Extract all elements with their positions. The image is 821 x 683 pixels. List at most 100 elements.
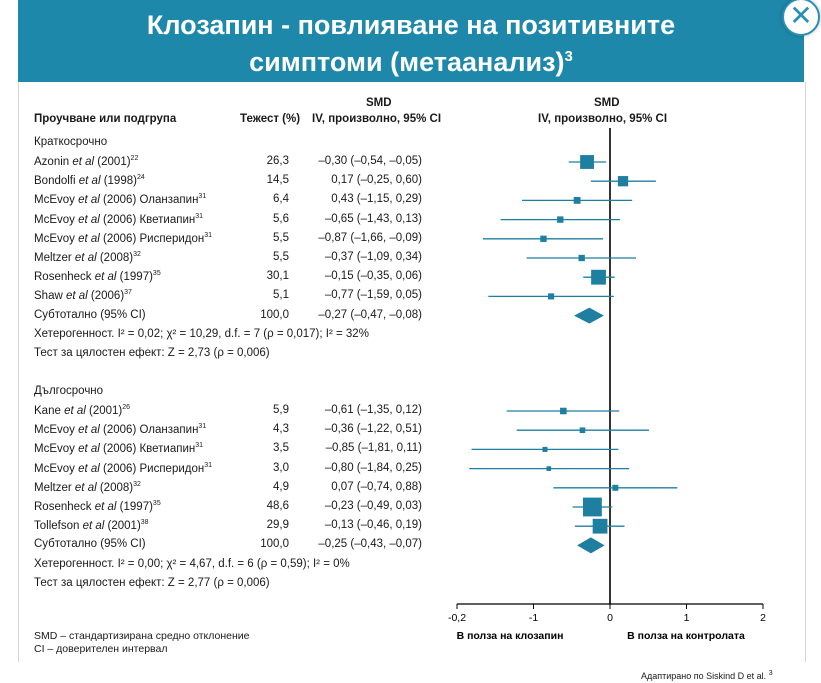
study-citation: 31 <box>204 461 213 469</box>
study-detail: (2001) <box>85 404 123 417</box>
study-name: Meltzer et al (2008)32 <box>34 251 141 264</box>
study-weight: 4,3 <box>273 423 289 436</box>
study-detail: (2001) <box>94 155 131 168</box>
study-name: Rosenheck et al (1997)35 <box>34 270 161 283</box>
title-line-2-text: симптоми (метаанализ) <box>249 47 565 77</box>
study-author: Meltzer <box>34 481 75 494</box>
subtotal-ci: –0,25 (–0,43, –0,07) <box>318 538 422 551</box>
subgroup-label: Краткосрочно <box>34 136 108 148</box>
heterogeneity-stats: Хетерогенност. I² = 0,00; χ² = 4,67, d.f… <box>34 557 350 570</box>
et-al: et al <box>78 232 100 245</box>
study-weight: 5,9 <box>273 404 289 416</box>
study-author: McEvoy <box>34 443 79 456</box>
study-weight: 5,5 <box>273 251 289 263</box>
title-banner: Клозапин - повлияване на позитивните сим… <box>18 0 804 82</box>
x-label-favours-control: В полза на контролата <box>627 630 745 642</box>
heterogeneity-stats: Хетерогенност. I² = 0,02; χ² = 10,29, d.… <box>34 327 369 340</box>
study-author: McEvoy <box>34 462 79 475</box>
study-ci: –0,15 (–0,35, 0,06) <box>324 270 422 283</box>
subtotal-diamond <box>574 307 604 324</box>
study-citation: 32 <box>133 251 141 258</box>
study-name: McEvoy et al (2006) Оланзапин31 <box>34 193 206 206</box>
study-ci: –0,61 (–1,35, 0,12) <box>324 404 422 416</box>
study-author: McEvoy <box>34 194 79 207</box>
study-name: McEvoy et al (2006) Рисперидон31 <box>34 462 212 475</box>
close-icon: ✕ <box>789 0 813 31</box>
effect-square <box>578 254 585 262</box>
study-name: Azonin et al (2001)22 <box>34 155 138 168</box>
study-weight: 29,9 <box>266 519 289 532</box>
study-weight: 3,5 <box>273 442 289 455</box>
study-detail: (2006) Рисперидон <box>99 232 205 245</box>
study-ci: –0,23 (–0,49, 0,03) <box>324 500 422 512</box>
study-author: Rosenheck <box>34 271 95 284</box>
study-author: McEvoy <box>34 213 79 226</box>
study-name: McEvoy et al (2006) Оланзапин31 <box>34 423 206 436</box>
study-author: Tollefson <box>34 520 83 533</box>
study-detail: (2006) Кветиапин <box>99 443 196 456</box>
study-weight: 26,3 <box>266 155 289 167</box>
effect-square <box>542 446 548 452</box>
study-detail: (2001) <box>104 520 141 533</box>
study-citation: 22 <box>130 155 139 162</box>
study-name: Meltzer et al (2008)32 <box>34 481 141 494</box>
study-weight: 6,4 <box>273 193 289 206</box>
et-al: et al <box>65 290 88 303</box>
overall-effect-test: Тест за цялостен ефект: Z = 2,77 (ρ = 0,… <box>34 576 270 589</box>
study-detail: (2006) Кветиапин <box>99 213 196 226</box>
et-al: et al <box>72 155 95 168</box>
et-al: et al <box>94 500 117 513</box>
x-tick-label: 2 <box>760 612 766 624</box>
subtotal-weight: 100,0 <box>260 308 289 321</box>
study-detail: (2006) Оланзапин <box>99 194 199 207</box>
effect-square <box>546 466 552 471</box>
et-al: et al <box>82 520 105 533</box>
study-author: Rosenheck <box>34 500 95 513</box>
x-tick-label: -0,2 <box>448 612 466 624</box>
study-name: McEvoy et al (2006) Рисперидон31 <box>34 232 212 245</box>
study-author: McEvoy <box>34 232 79 245</box>
et-al: et al <box>78 175 101 188</box>
study-detail: (1998) <box>100 175 137 188</box>
study-weight: 14,5 <box>266 174 289 187</box>
effect-square <box>580 155 594 169</box>
study-name: Kane et al (2001)26 <box>34 404 130 417</box>
study-detail: (2006) Оланзапин <box>99 424 199 437</box>
study-weight: 4,9 <box>273 480 289 493</box>
et-al: et al <box>78 443 100 456</box>
study-weight: 3,0 <box>273 461 289 474</box>
subgroup-label: Дългосрочно <box>34 385 104 397</box>
study-ci: –0,65 (–1,43, 0,13) <box>324 212 422 225</box>
effect-square <box>548 293 555 300</box>
effect-square <box>591 269 606 285</box>
study-author: Azonin <box>34 155 73 168</box>
study-name: Tollefson et al (2001)38 <box>34 519 149 532</box>
study-citation: 31 <box>195 212 204 220</box>
study-ci: 0,17 (–0,25, 0,60) <box>331 174 422 187</box>
title-citation: 3 <box>564 48 573 65</box>
study-name: Shaw et al (2006)37 <box>34 289 132 302</box>
study-name: McEvoy et al (2006) Кветиапин31 <box>34 213 203 226</box>
et-al: et al <box>78 424 100 437</box>
study-citation: 38 <box>140 519 149 527</box>
effect-square <box>579 427 586 433</box>
effect-square <box>573 196 581 204</box>
study-weight: 5,5 <box>273 231 289 244</box>
study-weight: 5,6 <box>273 212 289 225</box>
source-note: Адаптирано по Siskind D et al. 3 <box>641 670 773 681</box>
study-weight: 48,6 <box>266 500 289 512</box>
study-ci: –0,85 (–1,81, 0,11) <box>325 442 422 455</box>
effect-square <box>557 216 564 223</box>
col-smd-sub-header: IV, произволно, 95% CI <box>312 113 442 125</box>
page-title: Клозапин - повлияване на позитивните сим… <box>18 10 804 78</box>
effect-square <box>582 497 602 517</box>
footnote-ci: CI – доверителен интервал <box>34 643 168 655</box>
source-text: Адаптирано по Siskind D et al. <box>641 671 767 681</box>
close-button[interactable]: ✕ <box>782 0 820 36</box>
et-al: et al <box>78 213 100 226</box>
study-citation: 31 <box>198 193 207 201</box>
study-weight: 30,1 <box>266 270 289 283</box>
study-ci: –0,77 (–1,59, 0,05) <box>324 289 422 302</box>
title-line-1: Клозапин - повлияване на позитивните <box>146 10 676 40</box>
